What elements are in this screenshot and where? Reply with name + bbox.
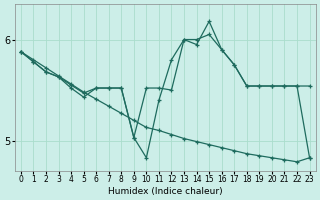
X-axis label: Humidex (Indice chaleur): Humidex (Indice chaleur) <box>108 187 222 196</box>
